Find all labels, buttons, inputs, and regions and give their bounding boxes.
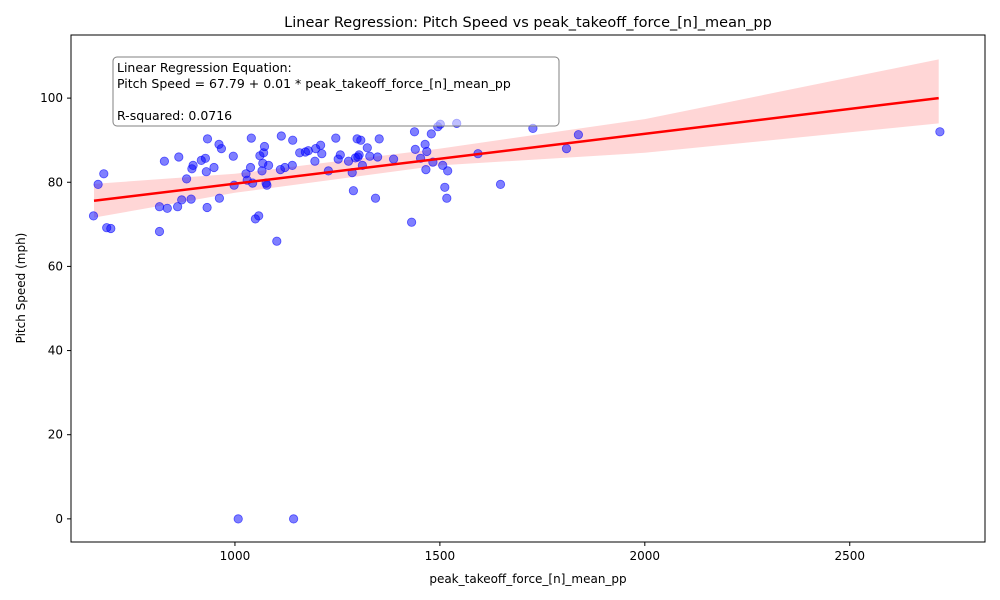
data-point — [173, 202, 183, 212]
data-point — [440, 182, 450, 192]
data-point — [228, 151, 238, 161]
x-tick-label: 1500 — [425, 549, 456, 563]
data-point — [374, 134, 384, 144]
data-point — [174, 152, 184, 162]
data-point — [310, 156, 320, 166]
y-tick-label: 20 — [48, 428, 63, 442]
data-point — [233, 514, 243, 524]
data-point — [406, 217, 417, 227]
data-point — [154, 202, 165, 212]
data-point — [362, 143, 372, 153]
regression-line — [93, 96, 939, 203]
data-point — [317, 149, 327, 159]
data-point — [561, 144, 572, 154]
data-point — [216, 144, 226, 154]
data-point — [254, 211, 264, 221]
x-tick-label: 2500 — [834, 549, 865, 563]
annotation-r-squared: R-squared: 0.0716 — [117, 108, 232, 123]
data-point — [159, 156, 169, 166]
data-point — [200, 153, 210, 163]
x-axis: 1000 1500 2000 2500 — [220, 542, 865, 563]
data-point — [426, 129, 436, 139]
data-point — [214, 193, 224, 203]
data-point — [370, 193, 381, 203]
data-point — [443, 166, 453, 176]
data-point — [263, 160, 274, 170]
y-axis-label: Pitch Speed (mph) — [14, 233, 28, 344]
plot-area — [88, 59, 945, 524]
data-point — [262, 180, 272, 190]
data-point — [315, 140, 326, 150]
data-point — [162, 203, 172, 213]
data-point — [348, 186, 358, 196]
data-point — [182, 174, 192, 184]
annotation-box-background — [112, 56, 560, 127]
data-point — [935, 127, 945, 137]
data-point — [88, 211, 99, 221]
data-point — [409, 127, 420, 137]
y-tick-label: 80 — [48, 175, 63, 189]
data-point — [276, 131, 286, 141]
data-point — [288, 514, 299, 524]
data-point — [201, 167, 211, 177]
data-point — [422, 146, 432, 157]
data-point — [177, 195, 187, 205]
x-tick-label: 2000 — [630, 549, 661, 563]
data-point — [410, 144, 420, 154]
data-point — [354, 150, 364, 160]
x-axis-label: peak_takeoff_force_[n]_mean_pp — [429, 572, 626, 586]
y-tick-label: 40 — [48, 344, 63, 358]
y-tick-label: 100 — [40, 91, 63, 105]
data-point — [259, 141, 270, 152]
plot-frame — [70, 34, 986, 543]
data-point — [495, 179, 506, 189]
data-point — [188, 160, 198, 170]
data-point — [93, 179, 103, 189]
data-point — [287, 160, 297, 170]
data-point — [154, 226, 165, 237]
confidence-band — [94, 59, 939, 218]
data-point — [106, 223, 116, 234]
annotation-equation: Pitch Speed = 67.79 + 0.01 * peak_takeof… — [117, 76, 511, 91]
data-point — [272, 236, 282, 246]
data-point — [209, 162, 219, 173]
chart-title: Linear Regression: Pitch Speed vs peak_t… — [284, 15, 772, 31]
data-point — [388, 154, 399, 164]
y-axis: 0 20 40 60 80 100 — [40, 91, 71, 526]
data-point — [245, 162, 256, 173]
data-point — [573, 130, 584, 140]
data-point — [99, 169, 109, 179]
data-point — [202, 134, 213, 144]
data-point — [356, 135, 366, 145]
data-point — [246, 133, 256, 143]
data-point — [335, 150, 345, 160]
data-point — [372, 152, 383, 162]
y-tick-label: 60 — [48, 259, 63, 273]
data-point — [186, 194, 196, 204]
data-point — [288, 135, 298, 145]
annotation-equation-heading: Linear Regression Equation: — [117, 60, 292, 75]
data-point — [202, 202, 212, 213]
annotation-box: Linear Regression Equation: Pitch Speed … — [112, 56, 560, 127]
data-point — [331, 133, 341, 143]
data-point — [421, 165, 431, 175]
data-point — [442, 193, 452, 203]
data-point — [365, 151, 375, 161]
y-tick-label: 0 — [55, 512, 63, 526]
x-tick-label: 1000 — [220, 549, 251, 563]
